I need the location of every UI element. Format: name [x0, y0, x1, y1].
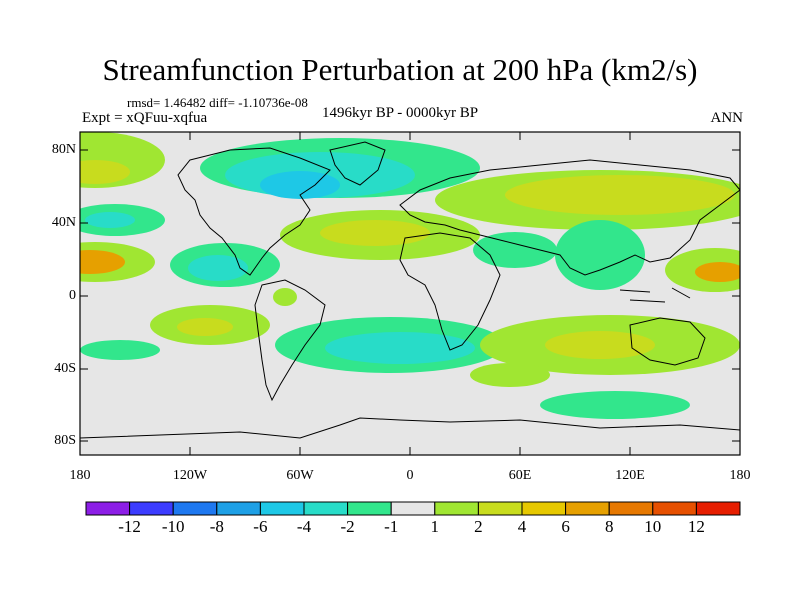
colorbar-label: -2	[340, 517, 355, 536]
lon-label-180w: 180	[69, 468, 91, 483]
south-america-coast	[254, 279, 326, 402]
field-patch	[470, 363, 550, 387]
colorbar-box	[347, 501, 392, 516]
lon-ticks	[189, 132, 631, 455]
lat-ticks	[80, 149, 740, 442]
lat-label-40n: 40N	[51, 215, 76, 230]
colorbar-box	[434, 501, 479, 516]
field-patch	[177, 318, 233, 336]
colorbar-box	[216, 501, 261, 516]
field-patch	[473, 232, 557, 268]
colorbar-box	[652, 501, 697, 516]
colorbar-label: 2	[474, 517, 483, 536]
colorbar-label: 1	[430, 517, 440, 536]
colorbar-box	[390, 501, 436, 516]
lon-label-0: 0	[406, 468, 414, 483]
field-patch	[695, 262, 740, 282]
lat-label-0: 0	[69, 288, 76, 303]
field-patch	[80, 160, 130, 184]
field-patch	[80, 250, 125, 274]
field-patch	[320, 220, 430, 246]
colorbar-label: -1	[384, 517, 399, 536]
colorbar-box	[259, 501, 305, 516]
colorbar-box	[129, 501, 174, 516]
lat-label-40s: 40S	[54, 361, 76, 376]
colorbar-label: -10	[161, 517, 185, 536]
field-patch	[540, 391, 690, 419]
colorbar-box	[608, 501, 654, 516]
colorbar-label: 10	[644, 517, 662, 536]
lon-label-180e: 180	[729, 468, 751, 483]
field-patch	[188, 255, 248, 281]
field-patch	[273, 288, 297, 306]
colorbar-label: 6	[561, 517, 570, 536]
rmsd-diff-stats: rmsd= 1.46482 diff= -1.10736e-08	[127, 95, 308, 110]
europe-asia-coast	[399, 159, 740, 276]
field-patch	[260, 171, 340, 199]
lon-label-60w: 60W	[286, 468, 314, 483]
lon-label-60e: 60E	[508, 468, 532, 483]
colorbar-box	[172, 501, 218, 516]
colorbar-box	[85, 501, 131, 516]
season-label: ANN	[710, 110, 744, 126]
colorbar-label: -4	[296, 517, 312, 536]
colorbar-box	[521, 501, 567, 516]
contour-fill	[80, 132, 740, 419]
field-patch	[80, 340, 160, 360]
colorbar-label: -12	[118, 517, 141, 536]
lon-label-120e: 120E	[615, 468, 645, 483]
colorbar-box	[695, 501, 741, 516]
colorbar-label: -8	[209, 517, 224, 536]
lat-label-80s: 80S	[54, 433, 76, 448]
field-patch	[545, 331, 655, 359]
colorbar	[85, 501, 741, 516]
period-label: 1496kyr BP - 0000kyr BP	[322, 105, 479, 121]
colorbar-label: 4	[517, 517, 527, 536]
colorbar-box	[303, 501, 349, 516]
maritime-continent-coast	[619, 287, 691, 303]
lat-label-80n: 80N	[51, 142, 76, 157]
experiment-label: Expt = xQFuu-xqfua	[82, 110, 208, 126]
north-america-coast	[177, 147, 331, 276]
field-patch	[325, 332, 475, 364]
colorbar-box	[477, 501, 523, 516]
colorbar-label: 8	[604, 517, 614, 536]
field-patch	[85, 212, 135, 228]
australia-coast	[629, 317, 706, 366]
colorbar-label: 12	[687, 517, 705, 536]
figure-title: Streamfunction Perturbation at 200 hPa (…	[102, 52, 698, 87]
africa-coast	[399, 232, 501, 351]
antarctica-coast	[80, 417, 740, 439]
lon-label-120w: 120W	[172, 468, 208, 483]
field-patch	[555, 220, 645, 290]
colorbar-label: -6	[253, 517, 268, 536]
colorbar-box	[565, 501, 610, 516]
greenland-coast	[329, 141, 386, 186]
coastlines	[80, 141, 740, 439]
field-patch	[505, 175, 735, 215]
